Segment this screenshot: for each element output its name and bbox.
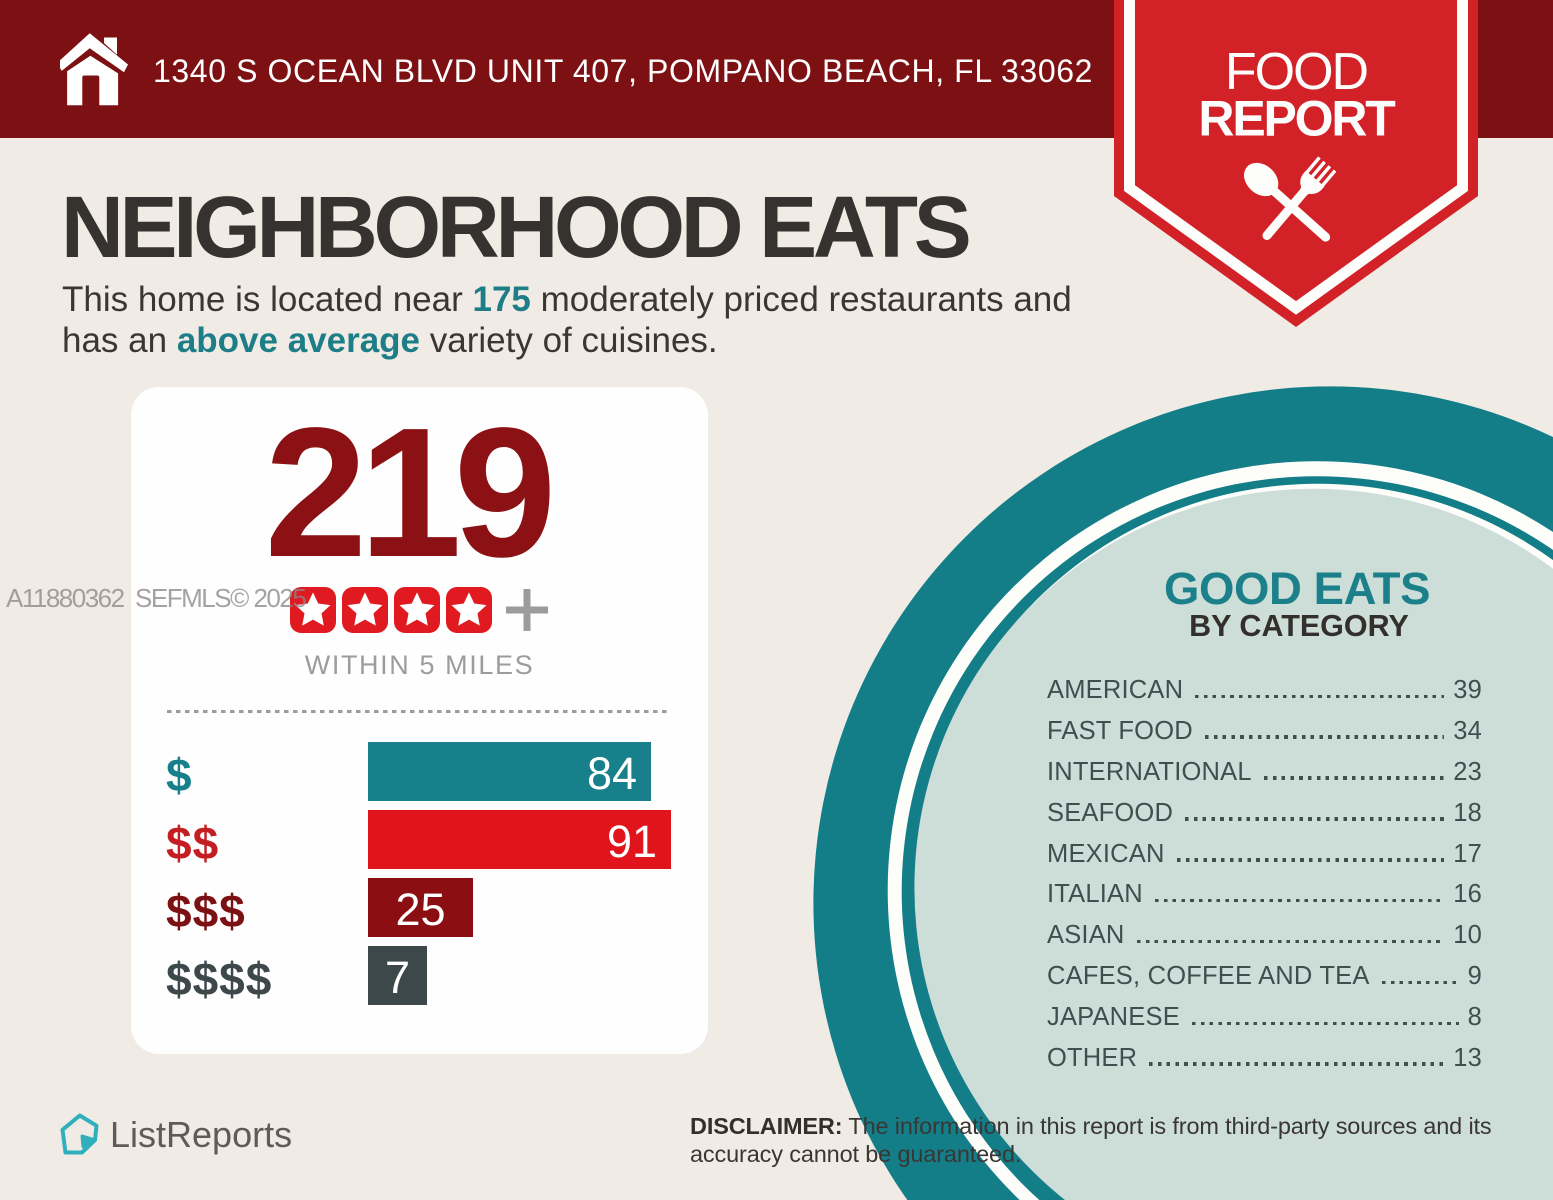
svg-text:FOOD: FOOD bbox=[1225, 43, 1368, 101]
svg-text:REPORT: REPORT bbox=[1198, 91, 1395, 147]
